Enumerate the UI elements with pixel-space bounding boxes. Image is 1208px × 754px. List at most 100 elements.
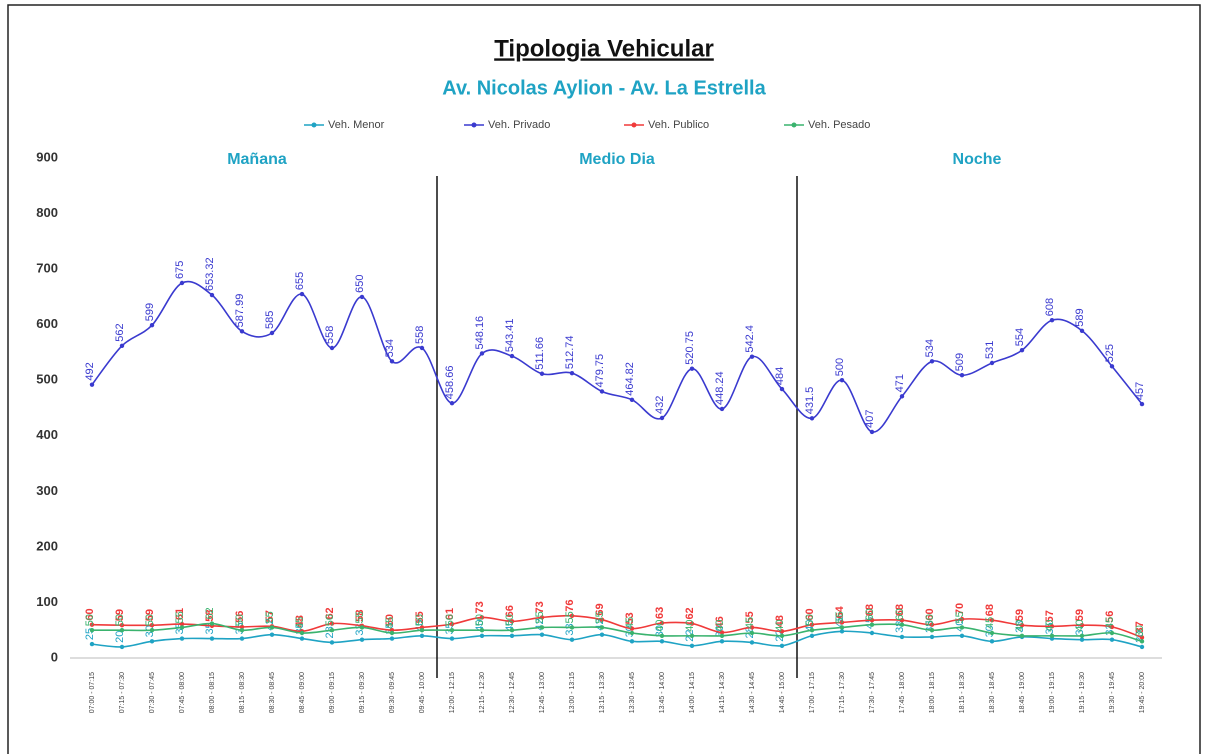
data-point bbox=[749, 354, 755, 359]
data-label: 512.74 bbox=[564, 335, 576, 369]
data-point bbox=[809, 416, 815, 421]
data-label: 45 bbox=[294, 617, 306, 629]
data-label: 50 bbox=[84, 614, 96, 626]
data-label: 40 bbox=[1014, 620, 1026, 632]
period-label: Medio Dia bbox=[579, 151, 655, 168]
data-point bbox=[149, 639, 155, 644]
data-label: 55 bbox=[264, 611, 276, 623]
data-label: 50 bbox=[504, 614, 516, 626]
data-label: 50 bbox=[114, 614, 126, 626]
data-point bbox=[119, 623, 125, 628]
data-label: 55 bbox=[414, 611, 426, 623]
data-label: 60 bbox=[804, 608, 816, 620]
data-label: 650 bbox=[354, 275, 366, 293]
data-point bbox=[869, 429, 875, 435]
data-label: 40 bbox=[654, 620, 666, 632]
data-point bbox=[89, 382, 95, 387]
data-point bbox=[329, 640, 335, 645]
data-label: 61 bbox=[444, 608, 456, 620]
data-point bbox=[479, 351, 485, 356]
data-point bbox=[119, 644, 125, 650]
data-point bbox=[179, 636, 185, 641]
x-tick-label: 18:00 - 18:15 bbox=[929, 672, 936, 713]
data-label: 484 bbox=[774, 367, 786, 385]
data-label: 37 bbox=[1134, 621, 1146, 633]
data-point bbox=[299, 291, 305, 297]
data-label: 62 bbox=[684, 607, 696, 619]
data-label: 50 bbox=[414, 614, 426, 626]
x-tick-label: 09:00 - 09:15 bbox=[329, 672, 336, 713]
data-point bbox=[209, 292, 215, 298]
x-tick-label: 17:30 - 17:45 bbox=[869, 672, 876, 713]
data-point bbox=[839, 625, 845, 630]
data-point bbox=[689, 621, 695, 626]
x-tick-label: 07:15 - 07:30 bbox=[119, 672, 126, 713]
data-point bbox=[1079, 633, 1085, 638]
data-point bbox=[239, 624, 245, 630]
data-label: 68 bbox=[894, 604, 906, 616]
x-tick-label: 18:15 - 18:30 bbox=[959, 672, 966, 713]
x-tick-label: 14:00 - 14:15 bbox=[689, 672, 696, 713]
legend-marker bbox=[471, 122, 477, 128]
x-tick-label: 07:45 - 08:00 bbox=[179, 672, 186, 713]
data-point bbox=[509, 619, 515, 624]
data-label: 599 bbox=[144, 303, 156, 321]
data-point bbox=[389, 359, 395, 364]
data-point bbox=[959, 625, 965, 630]
data-point bbox=[509, 633, 515, 638]
data-point bbox=[569, 613, 575, 618]
data-point bbox=[959, 373, 965, 378]
data-point bbox=[449, 621, 455, 627]
data-label: 531 bbox=[984, 341, 996, 359]
data-label: 63 bbox=[654, 607, 666, 619]
data-point bbox=[269, 330, 275, 336]
data-point bbox=[449, 636, 455, 641]
y-tick-label: 300 bbox=[36, 483, 58, 498]
y-tick-label: 700 bbox=[36, 261, 58, 276]
y-tick-label: 800 bbox=[36, 205, 58, 220]
data-label: 50 bbox=[384, 614, 396, 626]
data-label: 70 bbox=[954, 603, 966, 615]
data-point bbox=[719, 630, 725, 635]
data-point bbox=[779, 643, 785, 648]
data-point bbox=[689, 633, 695, 638]
data-point bbox=[599, 617, 605, 622]
data-point bbox=[719, 406, 725, 412]
data-point bbox=[659, 415, 665, 421]
data-point bbox=[179, 625, 185, 630]
data-label: 40 bbox=[1044, 620, 1056, 632]
data-label: 587.99 bbox=[234, 294, 246, 328]
y-tick-label: 200 bbox=[36, 538, 58, 553]
data-label: 431.5 bbox=[804, 387, 816, 415]
series-line bbox=[91, 614, 1143, 639]
data-label: 585 bbox=[264, 311, 276, 329]
data-label: 520.75 bbox=[684, 331, 696, 365]
data-label: 50 bbox=[144, 614, 156, 626]
data-label: 464.82 bbox=[624, 362, 636, 396]
x-tick-label: 19:45 - 20:00 bbox=[1139, 672, 1146, 713]
legend-marker bbox=[311, 122, 317, 128]
data-point bbox=[389, 630, 395, 636]
legend-label: Veh. Pesado bbox=[808, 119, 870, 131]
data-point bbox=[959, 633, 965, 638]
legend-label: Veh. Menor bbox=[328, 119, 385, 131]
x-tick-label: 08:15 - 08:30 bbox=[239, 672, 246, 713]
data-label: 534 bbox=[384, 339, 396, 357]
data-point bbox=[659, 633, 665, 638]
data-point bbox=[599, 625, 605, 630]
data-point bbox=[449, 400, 455, 406]
data-point bbox=[689, 366, 695, 371]
data-point bbox=[1049, 318, 1055, 323]
data-point bbox=[629, 626, 635, 631]
x-tick-label: 12:30 - 12:45 bbox=[509, 672, 516, 713]
data-label: 675 bbox=[174, 261, 186, 279]
data-label: 55 bbox=[834, 611, 846, 623]
data-point bbox=[569, 370, 575, 376]
data-point bbox=[1139, 644, 1145, 650]
data-label: 68 bbox=[864, 604, 876, 616]
data-label: 458.66 bbox=[444, 366, 456, 400]
data-label: 57 bbox=[1044, 610, 1056, 622]
data-label: 58 bbox=[354, 610, 366, 622]
data-label: 56 bbox=[1104, 611, 1116, 623]
x-tick-label: 12:45 - 13:00 bbox=[539, 672, 546, 713]
